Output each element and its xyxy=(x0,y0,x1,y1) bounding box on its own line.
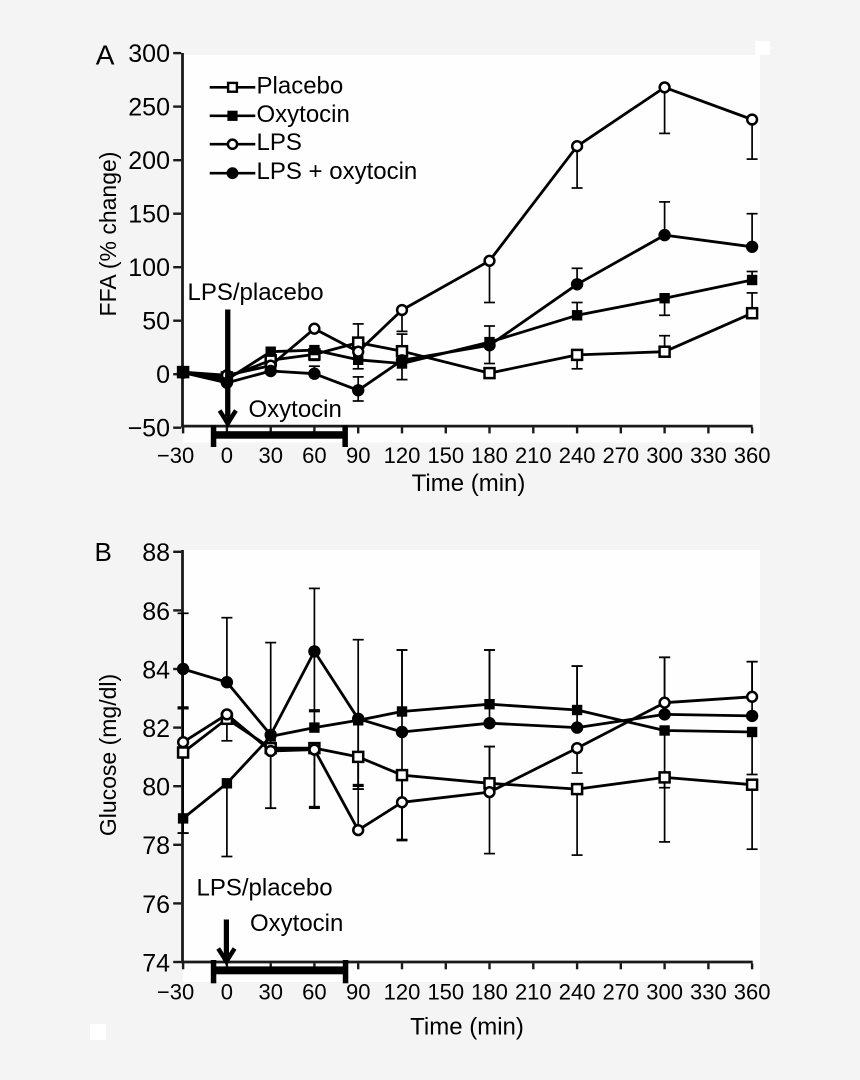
svg-text:FFA (% change): FFA (% change) xyxy=(95,152,121,317)
svg-text:−30: −30 xyxy=(157,980,194,1005)
svg-text:360: 360 xyxy=(734,443,771,468)
svg-text:300: 300 xyxy=(646,443,683,468)
svg-text:270: 270 xyxy=(602,980,639,1005)
svg-text:180: 180 xyxy=(471,443,508,468)
svg-text:LPS/placebo: LPS/placebo xyxy=(188,279,324,306)
svg-text:240: 240 xyxy=(559,443,596,468)
svg-text:240: 240 xyxy=(559,980,596,1005)
svg-text:Time (min): Time (min) xyxy=(410,1014,524,1041)
svg-text:−30: −30 xyxy=(157,443,194,468)
svg-text:82: 82 xyxy=(142,715,170,743)
svg-text:Time (min): Time (min) xyxy=(412,470,526,497)
svg-text:A: A xyxy=(96,39,115,70)
svg-text:330: 330 xyxy=(690,443,727,468)
svg-text:90: 90 xyxy=(346,980,370,1005)
svg-text:200: 200 xyxy=(128,147,170,175)
svg-text:30: 30 xyxy=(258,980,282,1005)
svg-text:0: 0 xyxy=(221,980,233,1005)
svg-text:100: 100 xyxy=(128,254,170,282)
svg-text:180: 180 xyxy=(471,980,508,1005)
svg-text:Oxytocin: Oxytocin xyxy=(257,101,350,128)
svg-text:88: 88 xyxy=(142,539,170,567)
svg-text:30: 30 xyxy=(258,443,282,468)
svg-text:B: B xyxy=(95,537,112,567)
svg-text:Placebo: Placebo xyxy=(257,72,344,99)
svg-text:330: 330 xyxy=(690,980,727,1005)
svg-text:80: 80 xyxy=(142,774,170,802)
svg-text:60: 60 xyxy=(302,443,326,468)
svg-text:90: 90 xyxy=(346,443,370,468)
svg-text:Glucose (mg/dl): Glucose (mg/dl) xyxy=(95,674,121,836)
svg-text:250: 250 xyxy=(128,94,170,122)
svg-text:360: 360 xyxy=(734,980,771,1005)
svg-text:150: 150 xyxy=(427,443,464,468)
svg-text:LPS + oxytocin: LPS + oxytocin xyxy=(257,158,418,185)
svg-text:150: 150 xyxy=(427,980,464,1005)
svg-text:0: 0 xyxy=(156,361,170,389)
svg-text:76: 76 xyxy=(142,891,170,919)
svg-text:150: 150 xyxy=(128,201,170,229)
svg-text:50: 50 xyxy=(142,308,170,336)
svg-text:270: 270 xyxy=(602,443,639,468)
svg-text:0: 0 xyxy=(221,443,233,468)
svg-text:86: 86 xyxy=(142,598,170,626)
svg-text:−50: −50 xyxy=(128,415,170,443)
svg-text:LPS: LPS xyxy=(257,129,302,156)
svg-text:300: 300 xyxy=(646,980,683,1005)
svg-text:210: 210 xyxy=(515,980,552,1005)
svg-text:Oxytocin: Oxytocin xyxy=(250,910,343,937)
svg-text:60: 60 xyxy=(302,980,326,1005)
svg-text:300: 300 xyxy=(128,40,170,68)
svg-text:LPS/placebo: LPS/placebo xyxy=(197,875,333,902)
svg-text:210: 210 xyxy=(515,443,552,468)
svg-text:74: 74 xyxy=(142,949,170,977)
svg-text:Oxytocin: Oxytocin xyxy=(249,396,342,423)
svg-text:120: 120 xyxy=(384,980,421,1005)
svg-text:120: 120 xyxy=(384,443,421,468)
svg-text:78: 78 xyxy=(142,832,170,860)
svg-text:84: 84 xyxy=(142,656,170,684)
